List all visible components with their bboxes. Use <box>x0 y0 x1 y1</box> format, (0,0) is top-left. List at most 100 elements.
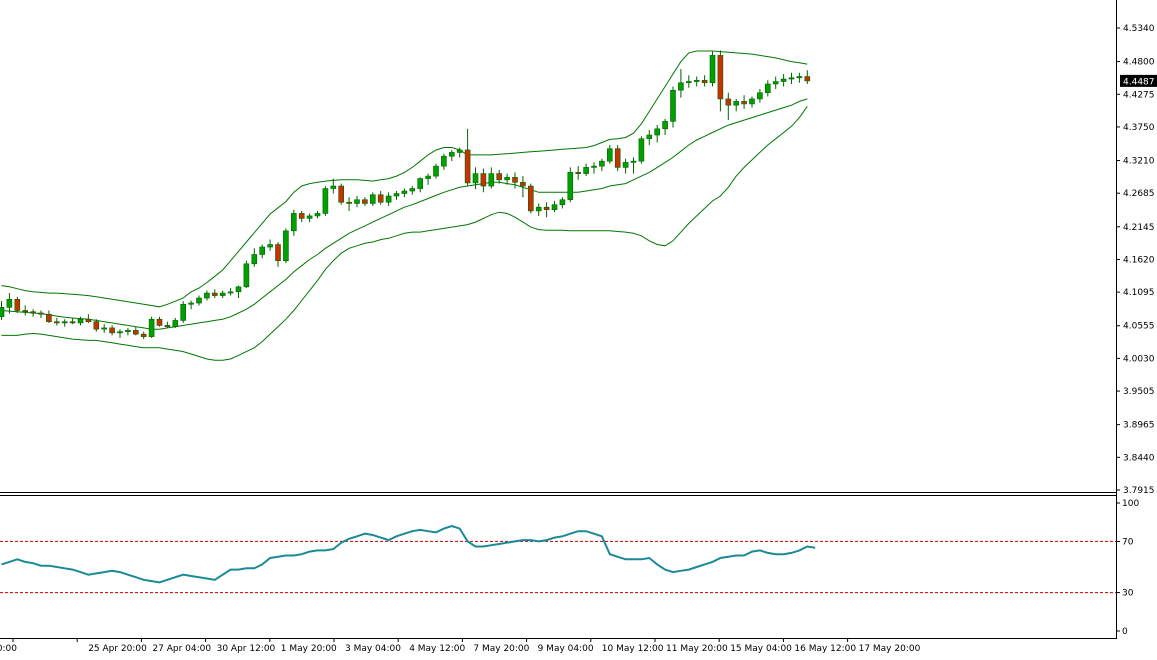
candle-body <box>520 182 526 187</box>
candle <box>757 88 763 103</box>
time-tick-label: 27 Apr 04:00 <box>152 644 211 654</box>
candle-body <box>638 138 645 162</box>
price-tick-label: 4.4275 <box>1123 90 1155 100</box>
candle-body <box>298 213 305 219</box>
candle <box>275 242 281 267</box>
candle <box>488 167 495 189</box>
time-axis[interactable]: 20:00 25 Apr 20:00 27 Apr 04:00 30 Apr 12:0… <box>0 638 921 654</box>
price-tick-label: 3.8965 <box>1123 421 1155 431</box>
candle <box>772 76 779 89</box>
candle-body <box>180 303 186 321</box>
candle <box>259 244 266 259</box>
candle-body <box>662 121 668 130</box>
price-tick-label: 4.1620 <box>1123 255 1155 265</box>
price-tick-label: 4.4800 <box>1123 58 1155 68</box>
bollinger-upper-band <box>1 50 808 308</box>
main-price-pane[interactable] <box>0 50 811 361</box>
time-tick-label: 16 May 12:00 <box>794 644 856 654</box>
candle <box>22 305 29 316</box>
time-tick-label: 15 May 04:00 <box>730 644 792 654</box>
candle <box>749 96 755 108</box>
candle-body <box>77 318 84 324</box>
candle-body <box>125 330 131 332</box>
candle-body <box>670 89 676 122</box>
candle-body <box>156 318 163 326</box>
candle <box>630 157 637 174</box>
candle-body <box>804 76 811 82</box>
candle <box>385 192 392 206</box>
candle <box>433 163 439 179</box>
candle <box>693 76 700 87</box>
time-tick-label: 9 May 04:00 <box>538 644 594 654</box>
time-tick-label: 1 May 20:00 <box>281 644 337 654</box>
price-tick-label: 3.9505 <box>1123 387 1155 397</box>
candle-body <box>30 311 36 314</box>
candle-body <box>701 79 708 84</box>
candle <box>685 75 692 88</box>
candle-body <box>172 320 179 327</box>
candle-body <box>101 327 107 330</box>
candle <box>559 197 566 209</box>
candle <box>77 316 84 326</box>
candle-body <box>290 213 297 232</box>
candle <box>504 173 510 185</box>
candle-body <box>733 101 740 106</box>
candle <box>527 183 534 214</box>
candle-body <box>133 330 139 335</box>
candle <box>251 248 258 267</box>
candle-body <box>780 78 787 82</box>
candle <box>172 317 179 328</box>
candle-body <box>567 172 574 201</box>
time-tick-label: 20:00 <box>0 644 17 654</box>
candle-body <box>275 244 281 262</box>
candle-body <box>599 160 605 167</box>
price-tick-label: 3.8440 <box>1123 453 1155 463</box>
candle <box>188 300 194 310</box>
candle-body <box>314 213 321 217</box>
candle <box>764 80 771 97</box>
candle <box>290 209 297 236</box>
candle-body <box>61 321 68 324</box>
oscillator-pane[interactable] <box>0 524 1116 594</box>
time-tick-label: 17 May 20:00 <box>859 644 921 654</box>
current-price-badge: 4.4487 <box>1120 74 1157 87</box>
candle <box>61 319 68 327</box>
candle-body <box>472 173 479 184</box>
oscillator-tick-label: 100 <box>1122 499 1139 509</box>
candle-body <box>646 134 653 140</box>
candle <box>646 130 653 145</box>
candle-body <box>409 188 416 192</box>
candle <box>662 118 668 136</box>
candle <box>417 177 424 193</box>
price-tick-label: 4.5340 <box>1123 24 1155 34</box>
candle <box>53 317 60 326</box>
candle <box>196 295 202 306</box>
candle-body <box>448 152 455 157</box>
candle <box>567 167 574 203</box>
candle <box>377 191 384 205</box>
candle-body <box>251 254 258 265</box>
candle-body <box>85 318 92 322</box>
candle <box>30 309 36 317</box>
candle <box>456 147 463 158</box>
candle-body <box>219 292 226 296</box>
candle <box>496 169 503 184</box>
candle-body <box>401 190 408 194</box>
candle-body <box>496 173 503 181</box>
candle-body <box>346 201 352 204</box>
candle <box>441 153 447 170</box>
price-axis[interactable]: 4.5340 4.4800 4.4275 4.3750 4.3210 4.2685 4.21… <box>1116 24 1155 496</box>
candle <box>204 290 210 301</box>
candle <box>46 310 52 323</box>
candle-body <box>267 244 273 248</box>
candle-body <box>678 82 684 91</box>
candle-body <box>109 327 115 334</box>
candle <box>512 172 518 189</box>
candle-body <box>140 333 147 337</box>
price-tick-label: 4.2145 <box>1123 223 1155 233</box>
candle-body <box>117 331 123 334</box>
candle-body <box>796 76 803 79</box>
candle <box>583 163 589 177</box>
